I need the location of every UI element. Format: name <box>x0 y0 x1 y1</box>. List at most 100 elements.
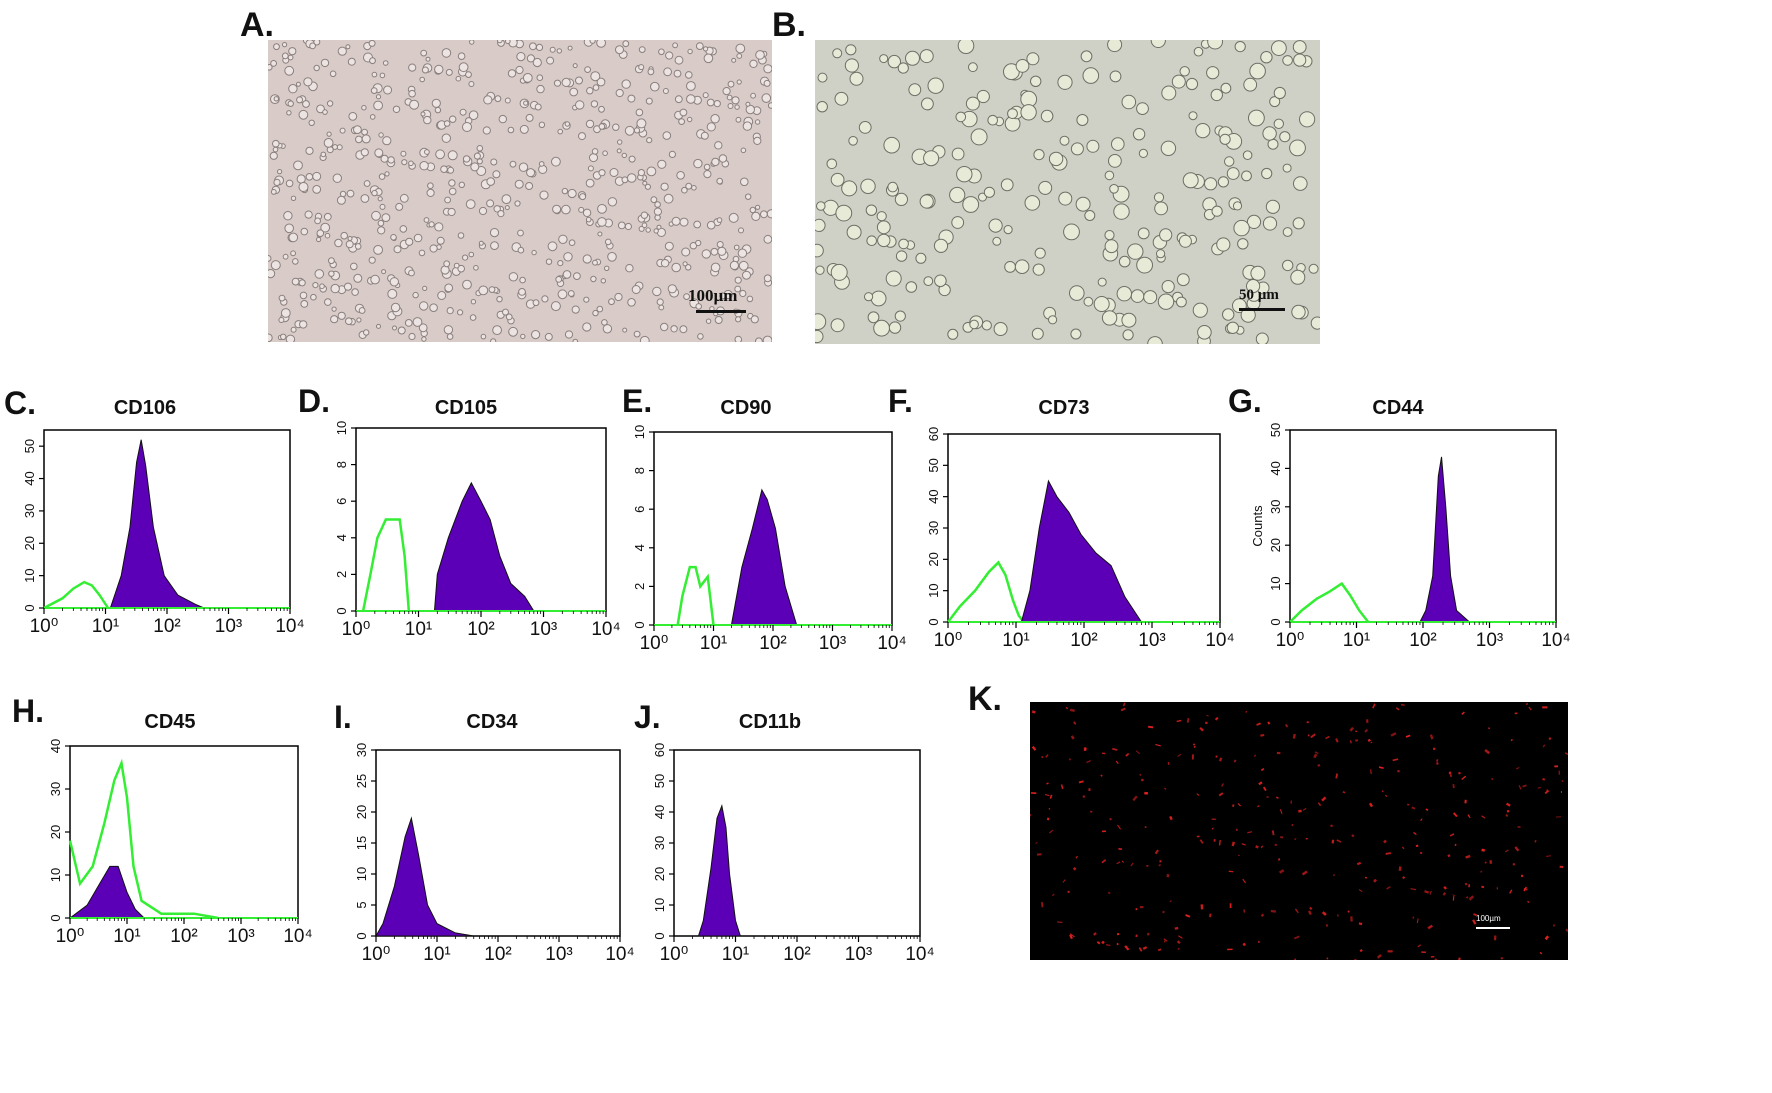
cell <box>1014 259 1030 274</box>
fluorescent-cell <box>1125 752 1130 757</box>
y-tick-label: 60 <box>652 743 667 757</box>
fluorescent-cell <box>1162 910 1165 914</box>
cell <box>370 274 380 285</box>
fluorescent-cell <box>1290 800 1292 804</box>
cell <box>514 179 524 189</box>
fluorescent-cell <box>1065 707 1069 710</box>
cell <box>898 238 909 250</box>
cell <box>316 229 325 237</box>
x-tick-label: 10³ <box>215 616 242 637</box>
cell <box>440 165 448 173</box>
cell <box>908 83 922 97</box>
y-tick-label: 5 <box>354 901 369 908</box>
cell <box>323 212 332 221</box>
cell <box>1084 210 1096 221</box>
cell <box>949 186 966 204</box>
fluorescent-cell <box>1030 813 1031 819</box>
cell <box>679 325 688 334</box>
cell <box>462 254 469 261</box>
cell <box>443 120 451 127</box>
cell <box>1267 138 1279 150</box>
cell <box>382 136 392 146</box>
cell <box>734 104 740 110</box>
fluorescent-cell <box>1218 757 1223 762</box>
cell <box>299 291 308 300</box>
cell <box>894 192 909 206</box>
fluorescent-cell <box>1515 767 1520 770</box>
cell <box>905 281 918 293</box>
cell <box>733 244 740 251</box>
x-tick-label: 10⁴ <box>877 633 906 654</box>
y-tick-label: 15 <box>354 836 369 850</box>
cell <box>280 308 291 318</box>
cell <box>1250 265 1266 281</box>
cell <box>877 233 891 248</box>
cell <box>455 75 462 82</box>
cell <box>1038 180 1053 195</box>
cell <box>1293 53 1307 67</box>
fluorescent-cell <box>1199 839 1204 844</box>
cell <box>1020 104 1037 121</box>
cell <box>496 296 503 303</box>
cell <box>470 299 477 305</box>
fluorescent-cell <box>1525 703 1529 705</box>
cell <box>532 57 542 68</box>
fluorescent-cell <box>1384 794 1388 798</box>
y-tick-label: 10 <box>354 867 369 881</box>
cell <box>735 43 746 54</box>
marker-title: CD73 <box>1038 397 1089 419</box>
fluorescent-cell <box>1416 918 1419 924</box>
cell <box>722 87 731 96</box>
cell <box>337 311 346 320</box>
cell <box>1159 228 1173 242</box>
cell <box>314 269 325 279</box>
fluorescent-cell <box>1276 751 1281 755</box>
cell <box>1195 123 1211 139</box>
cell <box>731 96 740 105</box>
fluorescent-cell <box>1177 947 1180 950</box>
fluorescent-cell <box>1484 861 1488 864</box>
cell <box>371 71 378 78</box>
cell <box>849 71 864 86</box>
cell <box>426 188 435 197</box>
panel-letter-e: E. <box>622 383 652 419</box>
stained-histogram <box>697 804 742 937</box>
fluorescent-cell <box>1178 935 1183 939</box>
fluorescent-cell <box>1430 956 1435 958</box>
cell <box>374 148 384 158</box>
cell <box>897 62 909 74</box>
cell <box>435 149 446 160</box>
cell <box>300 300 309 308</box>
fluorescent-cell <box>1105 944 1111 946</box>
cell <box>298 109 309 120</box>
cell <box>726 94 733 101</box>
cell <box>1308 263 1319 274</box>
cell <box>1204 177 1218 191</box>
cell <box>1154 201 1169 216</box>
cell <box>668 150 676 159</box>
cell <box>431 98 441 108</box>
fluorescent-cell <box>1174 926 1179 930</box>
x-tick-label: 10⁰ <box>660 944 689 965</box>
cell <box>287 100 294 107</box>
fluorescent-cell <box>1229 903 1232 909</box>
fluorescent-cell <box>1370 741 1373 744</box>
cell <box>305 146 314 155</box>
fluorescent-cell <box>1544 935 1550 941</box>
cell <box>663 193 674 204</box>
cell <box>645 97 653 105</box>
cell <box>480 333 487 340</box>
cell <box>288 84 298 94</box>
cell <box>462 122 472 132</box>
fluorescent-cell <box>1321 911 1327 916</box>
cell <box>587 165 594 172</box>
cell <box>550 301 561 312</box>
fluorescent-cell <box>1267 721 1271 725</box>
fluorescent-cell <box>1117 824 1122 830</box>
cell <box>568 239 576 246</box>
cell <box>592 259 598 266</box>
cell <box>427 182 434 189</box>
fluorescent-cell <box>1307 910 1312 916</box>
x-tick-label: 10³ <box>819 633 846 654</box>
fluorescent-cell <box>1257 805 1260 808</box>
